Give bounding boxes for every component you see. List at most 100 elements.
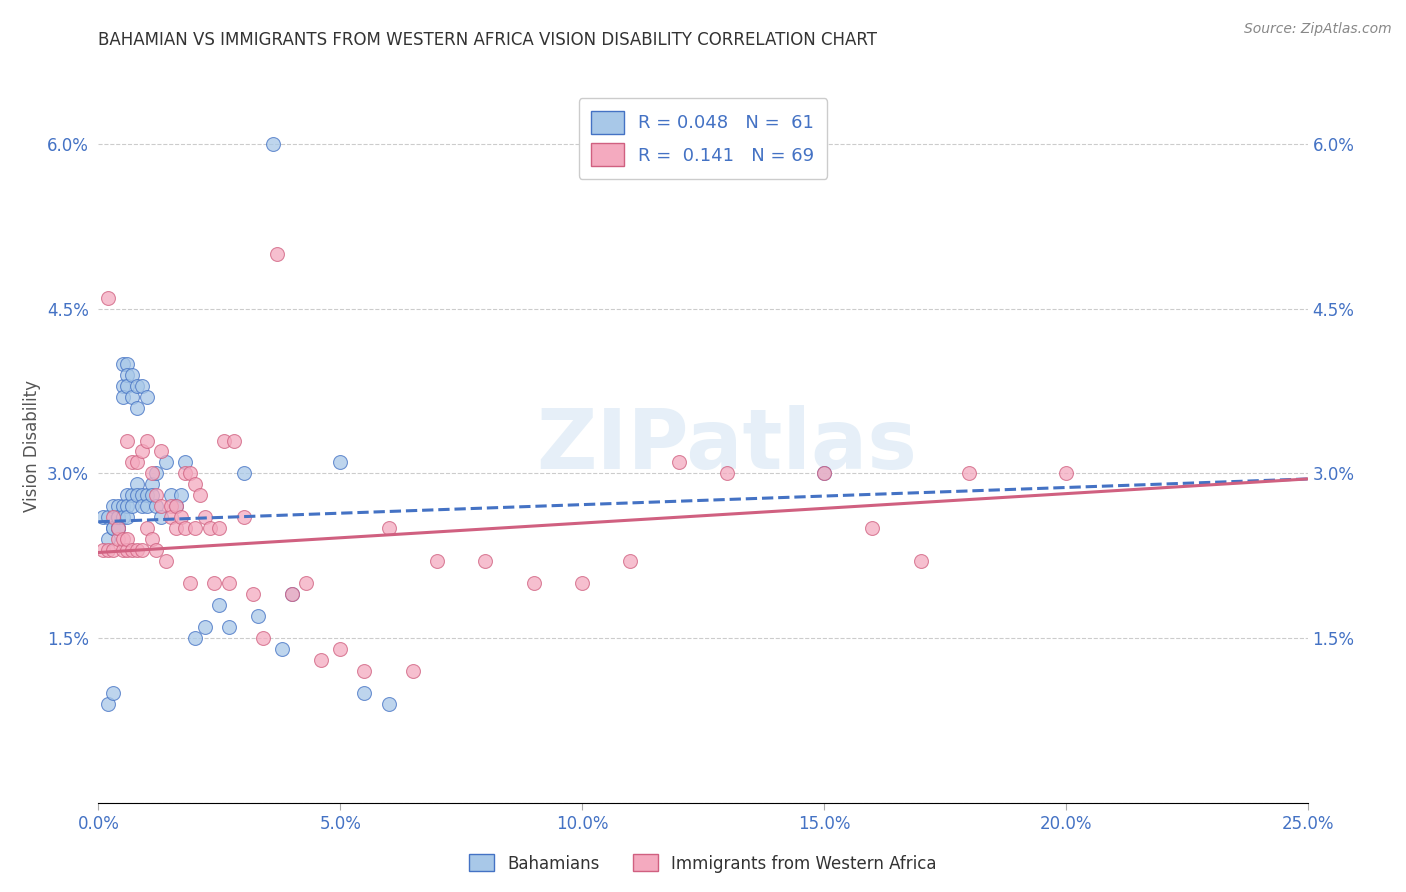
Point <box>571 576 593 591</box>
Legend: R = 0.048   N =  61, R =  0.141   N = 69: R = 0.048 N = 61, R = 0.141 N = 69 <box>579 98 827 179</box>
Point <box>91 510 114 524</box>
Point <box>101 686 124 700</box>
Point <box>160 488 183 502</box>
Point <box>117 543 139 558</box>
Point <box>353 686 375 700</box>
Point <box>184 521 207 535</box>
Point <box>111 357 134 371</box>
Point <box>910 554 932 568</box>
Point <box>97 543 120 558</box>
Point <box>474 554 496 568</box>
Point <box>155 554 177 568</box>
Point <box>117 488 139 502</box>
Point <box>121 543 143 558</box>
Point <box>266 247 288 261</box>
Point <box>111 390 134 404</box>
Point <box>150 444 173 458</box>
Point <box>329 642 352 657</box>
Point <box>145 543 167 558</box>
Point <box>101 543 124 558</box>
Point <box>222 434 245 448</box>
Point <box>165 521 187 535</box>
Point <box>97 291 120 305</box>
Point <box>101 521 124 535</box>
Point <box>160 500 183 514</box>
Point <box>141 488 163 502</box>
Point <box>353 664 375 678</box>
Point <box>135 434 157 448</box>
Point <box>111 533 134 547</box>
Point <box>127 543 149 558</box>
Point <box>121 488 143 502</box>
Point <box>127 401 149 415</box>
Point <box>101 521 124 535</box>
Point <box>262 137 284 152</box>
Text: ZIPatlas: ZIPatlas <box>537 406 918 486</box>
Point <box>402 664 425 678</box>
Point <box>107 510 129 524</box>
Point <box>107 510 129 524</box>
Point <box>426 554 449 568</box>
Point <box>101 510 124 524</box>
Point <box>194 510 217 524</box>
Point <box>107 500 129 514</box>
Point <box>957 467 980 481</box>
Point <box>131 444 153 458</box>
Point <box>169 488 191 502</box>
Legend: Bahamians, Immigrants from Western Africa: Bahamians, Immigrants from Western Afric… <box>463 847 943 880</box>
Point <box>97 697 120 711</box>
Point <box>127 378 149 392</box>
Point <box>281 587 304 601</box>
Point <box>141 533 163 547</box>
Point <box>117 510 139 524</box>
Point <box>160 510 183 524</box>
Point <box>145 467 167 481</box>
Point <box>117 368 139 382</box>
Point <box>179 576 201 591</box>
Point <box>174 467 197 481</box>
Point <box>165 500 187 514</box>
Point <box>101 500 124 514</box>
Point <box>208 598 231 612</box>
Point <box>212 434 235 448</box>
Point <box>295 576 318 591</box>
Point <box>377 697 399 711</box>
Point <box>135 521 157 535</box>
Point <box>165 500 187 514</box>
Point <box>111 500 134 514</box>
Point <box>135 488 157 502</box>
Point <box>145 488 167 502</box>
Point <box>91 543 114 558</box>
Point <box>218 576 240 591</box>
Point <box>97 533 120 547</box>
Point <box>117 434 139 448</box>
Point <box>242 587 264 601</box>
Point <box>141 467 163 481</box>
Point <box>232 510 254 524</box>
Point <box>135 500 157 514</box>
Point <box>523 576 546 591</box>
Point <box>111 378 134 392</box>
Point <box>204 576 226 591</box>
Point <box>107 521 129 535</box>
Point <box>117 378 139 392</box>
Point <box>813 467 835 481</box>
Point <box>150 510 173 524</box>
Text: BAHAMIAN VS IMMIGRANTS FROM WESTERN AFRICA VISION DISABILITY CORRELATION CHART: BAHAMIAN VS IMMIGRANTS FROM WESTERN AFRI… <box>98 31 877 49</box>
Point <box>117 533 139 547</box>
Point <box>668 455 690 469</box>
Point <box>135 390 157 404</box>
Text: Source: ZipAtlas.com: Source: ZipAtlas.com <box>1244 22 1392 37</box>
Point <box>169 510 191 524</box>
Point <box>127 488 149 502</box>
Point <box>329 455 352 469</box>
Point <box>111 510 134 524</box>
Point <box>131 488 153 502</box>
Point <box>131 500 153 514</box>
Point <box>716 467 738 481</box>
Point <box>155 455 177 469</box>
Point <box>117 500 139 514</box>
Y-axis label: Vision Disability: Vision Disability <box>22 380 41 512</box>
Point <box>145 500 167 514</box>
Point <box>247 609 270 624</box>
